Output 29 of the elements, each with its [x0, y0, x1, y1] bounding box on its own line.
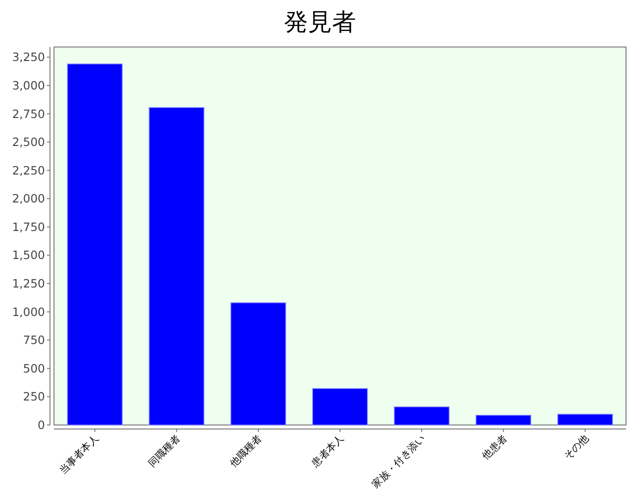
y-tick-label: 1,000 [12, 304, 45, 319]
x-tick-label: 患者本人 [308, 432, 346, 470]
y-tick-label: 3,250 [12, 50, 45, 64]
y-tick-label: 250 [23, 390, 45, 404]
y-tick-label: 1,250 [12, 276, 45, 291]
bar [476, 414, 532, 426]
x-tick-label: その他 [562, 432, 592, 462]
y-tick-label: 1,750 [12, 220, 45, 234]
bar [148, 107, 204, 426]
y-tick-label: 2,000 [12, 192, 45, 206]
y-tick-label: 2,500 [12, 135, 45, 150]
x-tick-label: 他職種者 [228, 432, 264, 470]
x-tick-label: 当事者本人 [57, 432, 101, 476]
x-tick-label: 同職種者 [146, 432, 183, 470]
y-tick-label: 1,500 [12, 248, 45, 262]
y-tick-label: 500 [23, 361, 45, 376]
y-tick-label: 2,750 [12, 106, 45, 121]
chart-title: 発見者 [284, 8, 356, 36]
y-tick-label: 750 [23, 333, 45, 348]
y-tick-label: 2,250 [12, 163, 45, 178]
bar [557, 414, 613, 426]
x-tick-label: 他患者 [480, 432, 510, 462]
y-tick-label: 3,000 [12, 78, 45, 92]
bar [67, 64, 123, 426]
bar [230, 302, 286, 426]
y-tick-label: 0 [38, 418, 45, 432]
x-tick-label: 家族・付き添い [370, 432, 428, 491]
bar [312, 388, 368, 426]
bar [394, 406, 450, 426]
